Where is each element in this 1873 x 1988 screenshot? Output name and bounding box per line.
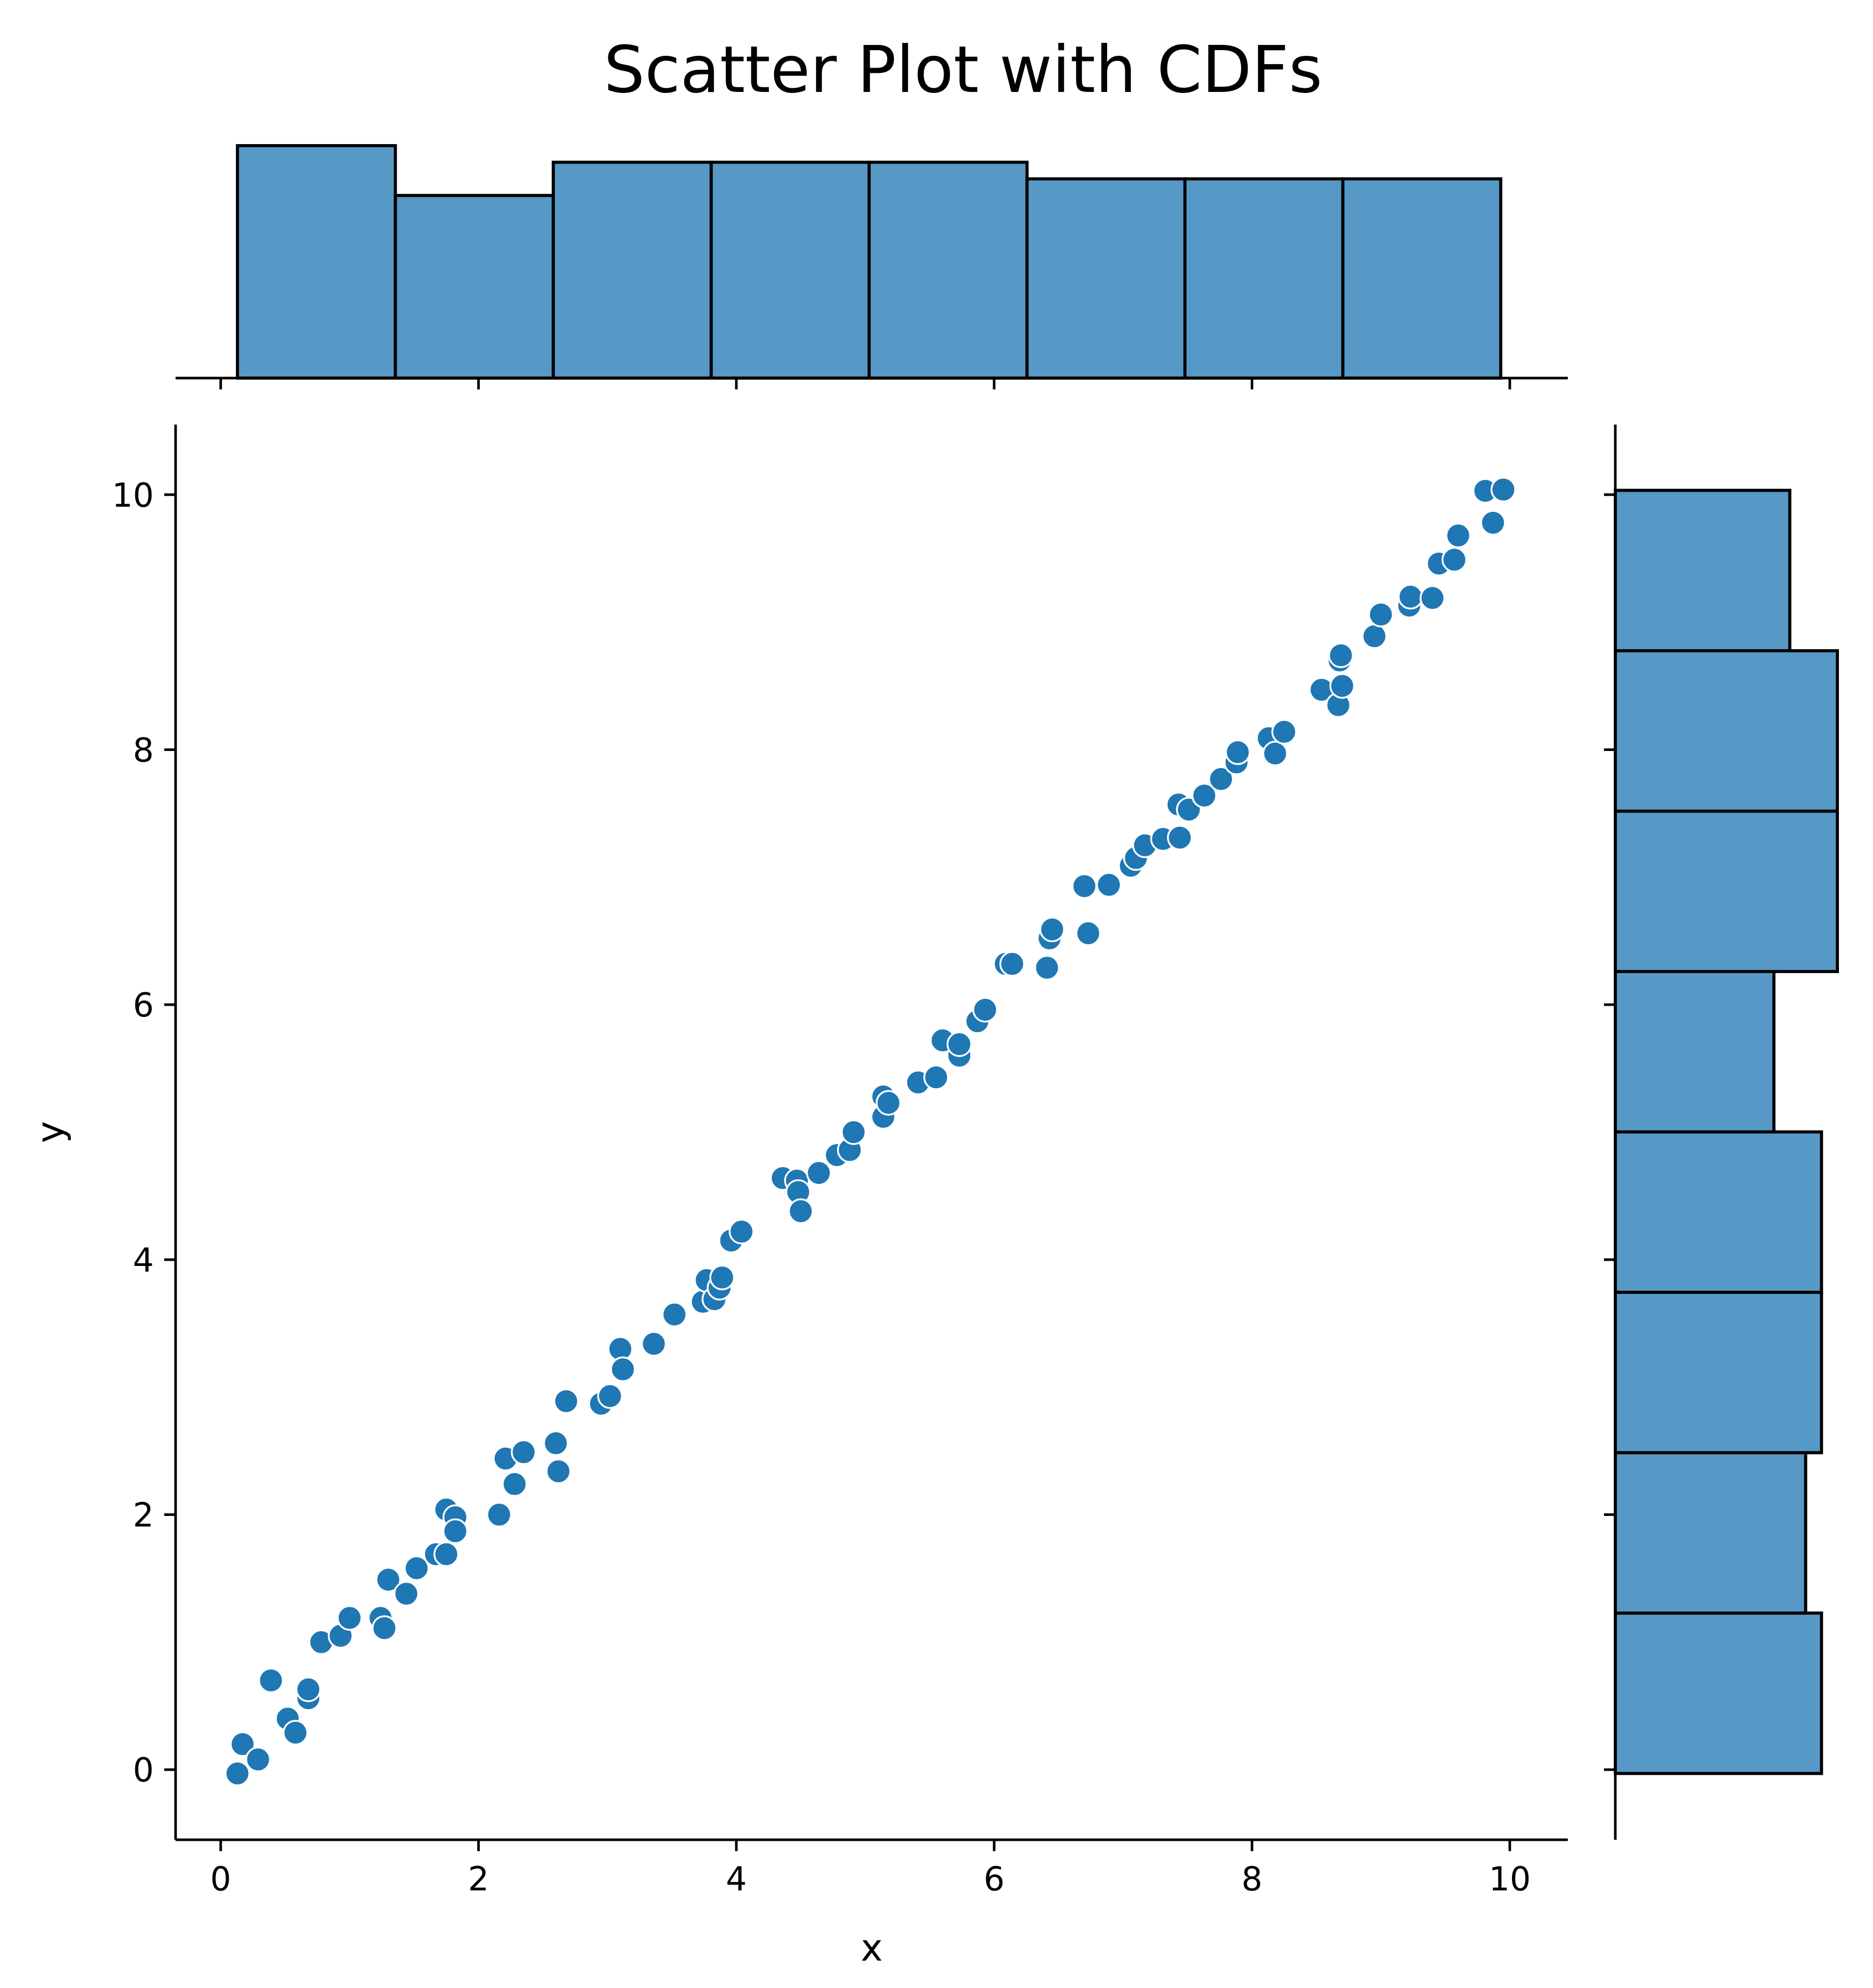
scatter-point [1225,739,1251,765]
scatter-point [841,1119,867,1145]
scatter-point [1262,741,1288,766]
scatter-point [442,1518,468,1544]
scatter-point [1167,825,1193,851]
x-hist-bar [394,194,555,380]
scatter-point [729,1218,754,1245]
scatter-point [404,1555,430,1581]
y-hist-bar [1614,1130,1823,1294]
main-axes: 0 2 4 6 8 10 0 2 4 6 8 10 [112,425,1568,1899]
scatter-point [433,1541,459,1567]
x-tick-label: 2 [468,1860,489,1899]
scatter-point [245,1746,271,1773]
y-tick-label: 2 [133,1497,154,1535]
y-tick-label: 4 [133,1242,154,1280]
scatter-point [597,1383,623,1409]
scatter-points [225,477,1516,1787]
scatter-point [295,1676,321,1702]
scatter-point [1441,546,1468,573]
y-tick-label: 6 [133,987,154,1025]
y-hist-bar [1614,489,1791,652]
scatter-point [1191,782,1217,809]
x-hist-bar [1025,177,1187,380]
x-axis-label: x [861,1926,883,1969]
scatter-point [662,1302,687,1327]
scatter-point [641,1331,667,1357]
scatter-point [946,1031,972,1057]
scatter-point [545,1458,572,1484]
scatter-point [1368,602,1394,628]
scatter-point [972,997,998,1023]
scatter-point [282,1719,308,1746]
scatter-point [1328,643,1354,668]
scatter-point [1445,523,1471,549]
scatter-point [1096,872,1122,898]
scatter-point [610,1356,636,1382]
scatter-panel: 0 2 4 6 8 10 0 2 4 6 8 10 [112,425,1568,1899]
x-hist-bar [868,161,1029,380]
scatter-point [1490,477,1516,503]
scatter-point [923,1065,949,1090]
x-hist-bar [1183,177,1345,380]
scatter-point [1072,873,1097,899]
scatter-point [1480,510,1506,536]
y-hist-bar [1614,1611,1823,1775]
x-tick-label: 6 [984,1860,1005,1899]
x-hist-bar [710,161,871,380]
scatter-point [394,1580,419,1607]
scatter-point [1420,585,1445,611]
y-marginal-histogram [1604,425,1839,1840]
x-hist-bar [235,144,397,380]
y-hist-bar [1614,1291,1823,1454]
scatter-point [543,1430,569,1457]
x-tick-label: 0 [210,1860,231,1899]
x-hist-bar [552,161,713,380]
scatter-point [225,1760,250,1787]
scatter-point [1208,766,1234,792]
x-hist-bar [1341,177,1503,380]
scatter-point [230,1731,256,1757]
y-tick-label: 10 [112,477,154,515]
chart-title: Scatter Plot with CDFs [604,33,1323,107]
scatter-point [486,1501,512,1528]
scatter-point [709,1264,735,1291]
scatter-point [1397,584,1424,609]
scatter-point [875,1090,902,1116]
y-hist-bar [1614,1451,1807,1615]
y-hist-bar [1614,649,1839,813]
scatter-point [371,1615,398,1641]
scatter-point [337,1605,363,1631]
scatter-point [553,1388,579,1414]
scatter-point [1361,623,1388,649]
scatter-point [258,1667,284,1694]
scatter-point [999,951,1025,977]
scatter-point [511,1439,537,1465]
x-tick-label: 10 [1489,1860,1531,1899]
x-tick-label: 8 [1241,1860,1263,1899]
y-tick-label: 0 [133,1751,154,1790]
scatter-point [1034,954,1060,981]
scatter-point [1075,920,1101,946]
scatter-point [375,1567,401,1593]
y-tick-label: 8 [133,731,154,770]
scatter-point [806,1160,832,1186]
x-marginal-histogram [176,144,1568,389]
scatter-point [1329,673,1355,699]
x-tick-label: 4 [726,1860,747,1899]
y-hist-bar [1614,809,1839,973]
scatter-point [501,1471,528,1497]
scatter-point [788,1198,814,1224]
scatter-point [1271,719,1297,745]
scatter-point [1039,916,1065,943]
y-axis-label: y [28,1121,72,1144]
y-hist-bar [1614,969,1776,1134]
